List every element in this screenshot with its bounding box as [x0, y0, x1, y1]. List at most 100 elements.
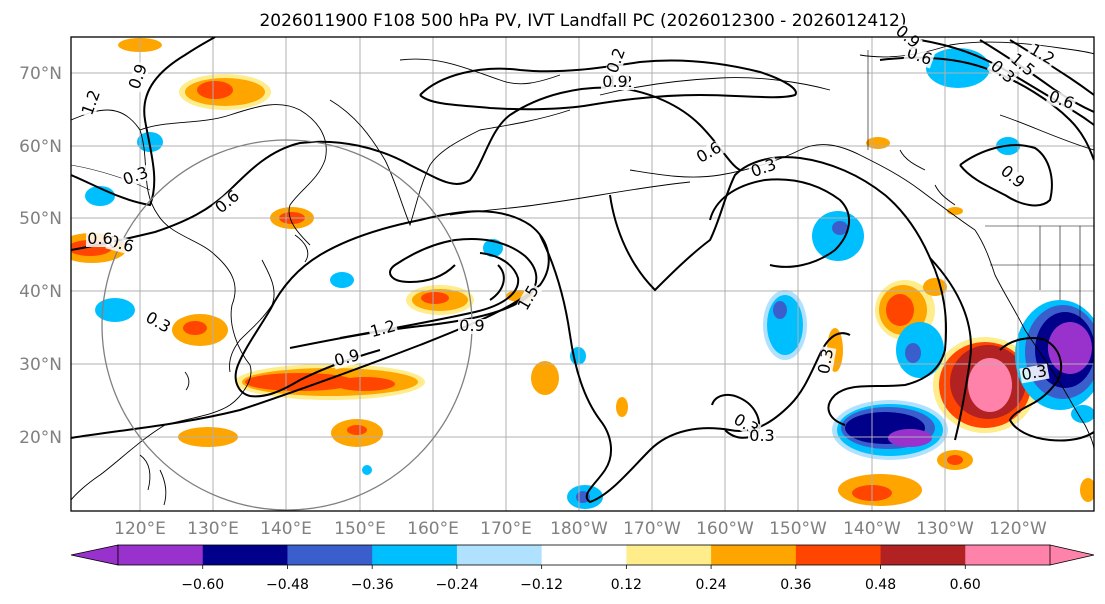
- colorbar-tick-label: −0.48: [266, 577, 309, 593]
- colorbar-segment: [118, 545, 204, 565]
- contour-label: 0.9: [602, 72, 627, 91]
- contour-label-bg: [1006, 50, 1038, 81]
- lat-label: 20°N: [19, 428, 62, 448]
- colorbar-tick-label: 0.60: [950, 577, 981, 593]
- coast-canada-arctic: [859, 41, 1094, 58]
- contour-label-bg: [120, 164, 152, 189]
- contour-label-bg: [816, 346, 837, 377]
- contour-0.9-coast: [919, 39, 1094, 126]
- shading-hawaii-minimum: [832, 400, 948, 460]
- map-frame: [70, 36, 1095, 512]
- lon-label: 150°W: [769, 519, 827, 539]
- contour-1.2-coast: [979, 39, 1094, 113]
- coast-alaska-north: [599, 77, 831, 96]
- contour-label-bg: [604, 45, 629, 77]
- shading-mid-pacific: [567, 211, 944, 509]
- colorbar-tick-label: −0.24: [435, 577, 478, 593]
- contour-label-bg: [986, 57, 1018, 88]
- lon-label: 160°W: [696, 519, 754, 539]
- colorbar-segment: [965, 545, 1051, 565]
- lon-label: 170°E: [480, 519, 532, 539]
- contour-label-bg: [996, 162, 1028, 193]
- figure-title: 2026011900 F108 500 hPa PV, IVT Landfall…: [259, 11, 906, 31]
- shading-coast-minimum: [1015, 300, 1094, 410]
- colorbar-tick-label: 0.36: [780, 577, 811, 593]
- colorbar-tick-label: 0.12: [611, 577, 642, 593]
- contour-0.3-pacific-south: [539, 234, 851, 504]
- contour-label: 0.6: [87, 229, 112, 248]
- contour-label-bg: [903, 44, 935, 69]
- lon-label: 130°E: [187, 519, 239, 539]
- colorbar-tick-label: 0.24: [696, 577, 727, 593]
- contour-0.3-central: [609, 156, 948, 426]
- colorbar-extend-left: [70, 544, 119, 566]
- contour-label-bg: [1019, 363, 1050, 384]
- coast-kamchatka: [329, 99, 571, 227]
- map-panel: 0.91.20.60.30.30.60.91.20.91.51.20.60.30…: [70, 21, 1095, 512]
- coast-philippines: [139, 454, 167, 506]
- lat-label: 50°N: [19, 209, 62, 229]
- contour-0.9-north: [419, 59, 797, 111]
- lon-label: 160°E: [407, 519, 459, 539]
- contour-label-bg: [1045, 88, 1077, 113]
- contour-label-group: 0.3: [1019, 361, 1050, 384]
- contour-label-bg: [601, 75, 629, 90]
- contour-0.3-east-coast: [929, 257, 972, 441]
- shading-kamchatka: [179, 74, 271, 110]
- coast-okhotsk: [139, 104, 327, 246]
- colorbar-segment: [456, 545, 543, 565]
- colorbar-tick-label: 0.48: [865, 577, 896, 593]
- coast-north-america-west: [974, 229, 1094, 451]
- colorbar: −0.60 −0.48 −0.36 −0.24 −0.12 0.12 0.24 0.36 0.4…: [70, 544, 1095, 593]
- contour-0.6-california: [999, 337, 1094, 442]
- contour-label-bg: [748, 429, 776, 444]
- colorbar-segment: [287, 545, 373, 565]
- contour-0.9-jet: [289, 237, 538, 349]
- latitude-labels: 70°N 60°N 50°N 40°N 30°N 20°N: [19, 64, 62, 448]
- contour-label: 0.3: [814, 347, 837, 375]
- lon-label: 180°W: [550, 519, 608, 539]
- coast-alaska: [629, 144, 976, 231]
- contour-label-group: 0.6: [86, 229, 114, 248]
- contour-0.6-big: [71, 86, 741, 251]
- lat-label: 40°N: [19, 282, 62, 302]
- contour-label-bg: [458, 319, 486, 334]
- contour-label-bg: [748, 156, 780, 181]
- lat-label: 70°N: [19, 64, 62, 84]
- lon-label: 120°E: [114, 519, 166, 539]
- coast-asia-east: [71, 109, 252, 501]
- colorbar-frame: [117, 544, 1051, 566]
- colorbar-segment: [880, 545, 966, 565]
- contour-label-group: 0.3: [748, 426, 776, 445]
- coast-japan: [229, 259, 275, 373]
- contour-label-bg: [1025, 41, 1058, 69]
- contour-label-bg: [331, 347, 363, 370]
- contour-label-bg: [141, 309, 174, 337]
- colorbar-segment: [711, 545, 797, 565]
- contour-label-bg: [515, 282, 543, 315]
- colorbar-tick-label: −0.12: [520, 577, 563, 593]
- contour-label-bg: [367, 318, 399, 341]
- border-us-states: [990, 226, 1094, 320]
- contour-0.6-east: [709, 178, 850, 268]
- coast-bc-islands: [899, 149, 956, 206]
- coast-taiwan: [184, 371, 190, 391]
- contour-0.3-coast: [959, 144, 1053, 207]
- contour-label: 0.3: [749, 426, 774, 445]
- contour-label-group: 0.9: [601, 72, 629, 91]
- contour-0.3-hawaii: [711, 393, 760, 439]
- lon-label: 170°W: [623, 519, 681, 539]
- contour-label-bg: [126, 61, 151, 93]
- contour-label-group: 0.3: [814, 346, 837, 377]
- contour-label-group: 0.9: [458, 316, 486, 335]
- contour-label-group: 0.6: [1045, 86, 1077, 113]
- coast-chukotka: [399, 58, 561, 85]
- pv-contours: [71, 37, 1094, 504]
- lon-label: 140°W: [843, 519, 901, 539]
- colorbar-tick-label: −0.60: [181, 577, 224, 593]
- colorbar-segment: [795, 545, 882, 565]
- contour-1.5-jet: [489, 264, 505, 301]
- contour-label-group: 0.3: [748, 154, 780, 181]
